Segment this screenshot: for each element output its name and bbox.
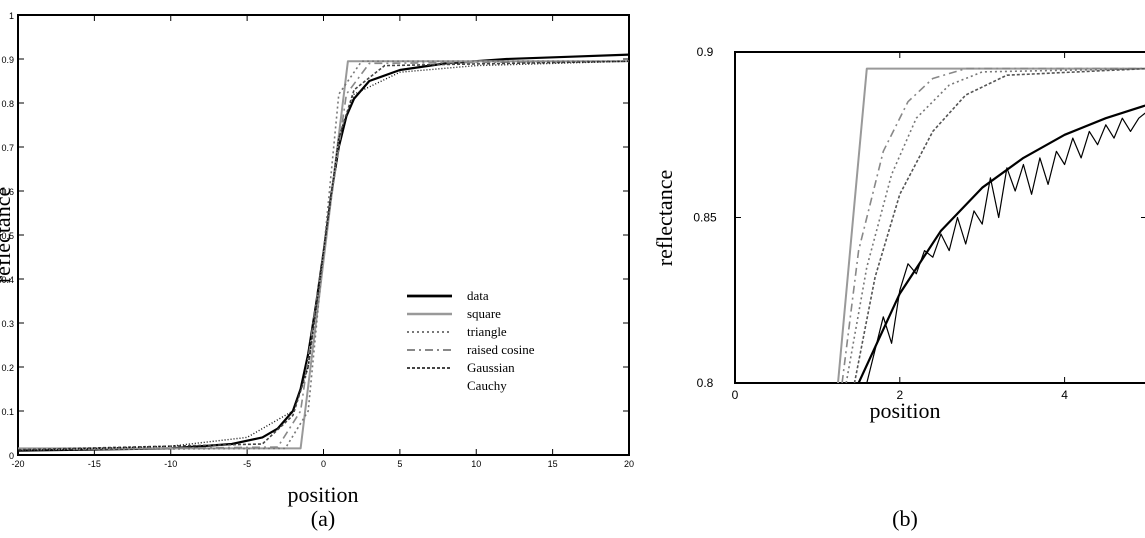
x-tick-label: 0 [732,388,739,402]
chart-a-caption: (a) [311,506,335,531]
x-tick-label: 4 [1061,388,1068,402]
y-tick-label: 0.4 [1,275,14,285]
y-tick-label: 0.8 [1,99,14,109]
x-tick-label: 2 [896,388,903,402]
chart-b-frame [734,51,1145,384]
y-tick-label: 0.2 [1,363,14,373]
y-tick-label: 0.6 [1,187,14,197]
series-line-square [837,67,1145,383]
x-tick-label: -20 [11,459,24,469]
series-line-triangle [845,67,1145,383]
x-tick-label: 15 [548,459,558,469]
series-line-gaussian [853,67,1145,383]
x-tick-label: -5 [243,459,251,469]
chart-a-ylabel: reflectance [0,187,15,283]
y-tick-label: 0.8 [697,376,714,390]
chart-b-xlabel: position [870,398,941,423]
y-tick-label: 0.3 [1,319,14,329]
y-tick-label: 0.7 [1,143,14,153]
legend-label: square [467,306,501,321]
x-tick-label: 20 [624,459,634,469]
chart-a-ticks: -20 -15 -10 -5 0 5 10 15 20 0 0.1 0.2 0.3 0.4 0.5 0.6 0.… [1,11,634,469]
series-line-data [866,112,1145,383]
chart-b-ylabel: reflectance [652,170,677,266]
y-tick-label: 0.9 [697,45,714,59]
chart-b-series [837,67,1145,383]
legend-label: data [467,288,489,303]
x-tick-label: 0 [321,459,326,469]
chart-b-ticks: 0 2 4 0.8 0.85 0.9 [693,45,1145,402]
chart-b: 0 2 4 0.8 0.85 0.9 position (b) reflectance [652,45,1145,531]
x-tick-label: 5 [397,459,402,469]
y-tick-label: 0.5 [1,231,14,241]
x-tick-label: 10 [471,459,481,469]
legend-label: raised cosine [467,342,535,357]
y-tick-label: 0 [9,451,14,461]
y-tick-label: 0.9 [1,55,14,65]
legend-label: Cauchy [467,378,507,393]
x-tick-label: -15 [88,459,101,469]
y-tick-label: 0.1 [1,407,14,417]
series-line-raised-cosine [841,67,1145,383]
series-line-cauchy [857,104,1145,383]
x-tick-label: -10 [164,459,177,469]
chart-a-legend: data square triangle raised cosine Gaussian C… [407,288,535,393]
y-tick-label: 0.85 [693,211,717,225]
series-line-cauchy [18,60,629,452]
chart-b-caption: (b) [892,506,918,531]
chart-a-series [18,53,629,452]
chart-a-xlabel: position [288,482,359,507]
y-tick-label: 1 [9,11,14,21]
chart-a: -20 -15 -10 -5 0 5 10 15 20 0 0.1 0.2 0.3 0.4 0.5 0.6 0.… [0,11,634,531]
chart-a-frame [17,14,630,456]
legend-label: Gaussian [467,360,515,375]
legend-label: triangle [467,324,507,339]
